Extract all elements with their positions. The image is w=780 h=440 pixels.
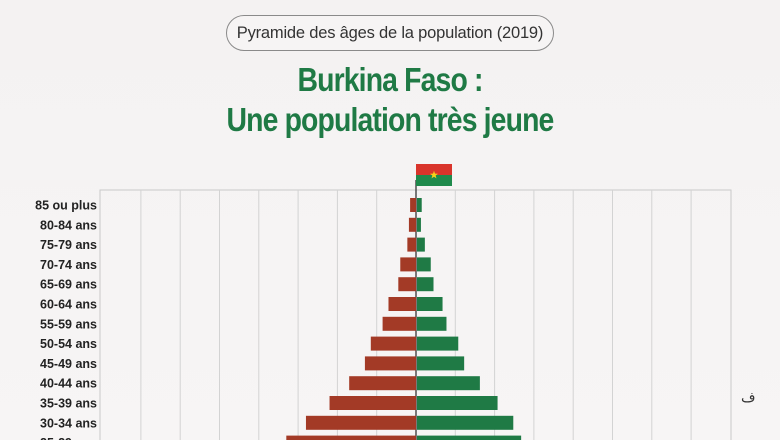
bar-left-55-59-ans xyxy=(382,316,416,331)
bar-right-75-79-ans xyxy=(417,237,425,252)
bar-left-30-34-ans xyxy=(305,415,416,430)
chart-title-line2: Une population très jeune xyxy=(226,101,555,138)
chart-title-line1: Burkina Faso : xyxy=(297,61,483,98)
age-label: 40-44 ans xyxy=(40,377,97,391)
bar-left-60-64-ans xyxy=(388,297,416,311)
age-label: 45-49 ans xyxy=(40,357,97,371)
bar-right-60-64-ans xyxy=(417,297,443,311)
bar-right-50-54-ans xyxy=(417,336,459,351)
bar-right-25-29-ans xyxy=(417,435,522,440)
age-label: 65-69 ans xyxy=(40,278,97,292)
age-label: 85 ou plus xyxy=(35,199,97,213)
bar-right-45-49-ans xyxy=(417,356,465,371)
bar-left-25-29-ans xyxy=(286,435,416,440)
bar-left-40-44-ans xyxy=(349,376,416,391)
bar-right-40-44-ans xyxy=(417,376,480,391)
bar-right-80-84-ans xyxy=(417,217,421,232)
watermark-glyph: ف xyxy=(741,390,756,406)
subtitle-pill: Pyramide des âges de la population (2019… xyxy=(226,15,554,51)
age-label: 60-64 ans xyxy=(40,298,97,312)
age-label: 80-84 ans xyxy=(40,218,97,232)
bar-right-70-74-ans xyxy=(417,257,431,272)
age-label: 35-39 ans xyxy=(40,397,97,411)
bar-right-30-34-ans xyxy=(417,415,514,430)
age-label: 25-29 ans xyxy=(40,436,97,440)
bar-left-50-54-ans xyxy=(370,336,416,351)
bar-left-75-79-ans xyxy=(407,237,416,252)
age-label: 55-59 ans xyxy=(40,317,97,331)
bar-right-35-39-ans xyxy=(417,396,498,410)
bar-left-80-84-ans xyxy=(408,217,416,232)
bar-left-85-ou-plus xyxy=(410,198,416,212)
chart-subtitle: Pyramide des âges de la population (2019… xyxy=(236,23,544,42)
bar-left-35-39-ans xyxy=(329,396,416,410)
bar-left-45-49-ans xyxy=(364,356,416,371)
bar-left-65-69-ans xyxy=(398,277,416,292)
bar-right-55-59-ans xyxy=(417,316,447,331)
age-label: 30-34 ans xyxy=(40,416,97,430)
age-label: 70-74 ans xyxy=(40,258,97,272)
bar-left-70-74-ans xyxy=(400,257,416,272)
age-label: 50-54 ans xyxy=(40,337,97,351)
bar-right-85-ou-plus xyxy=(417,198,422,212)
burkina-faso-flag-icon xyxy=(416,164,452,186)
bar-right-65-69-ans xyxy=(417,277,434,292)
age-label: 75-79 ans xyxy=(40,238,97,252)
